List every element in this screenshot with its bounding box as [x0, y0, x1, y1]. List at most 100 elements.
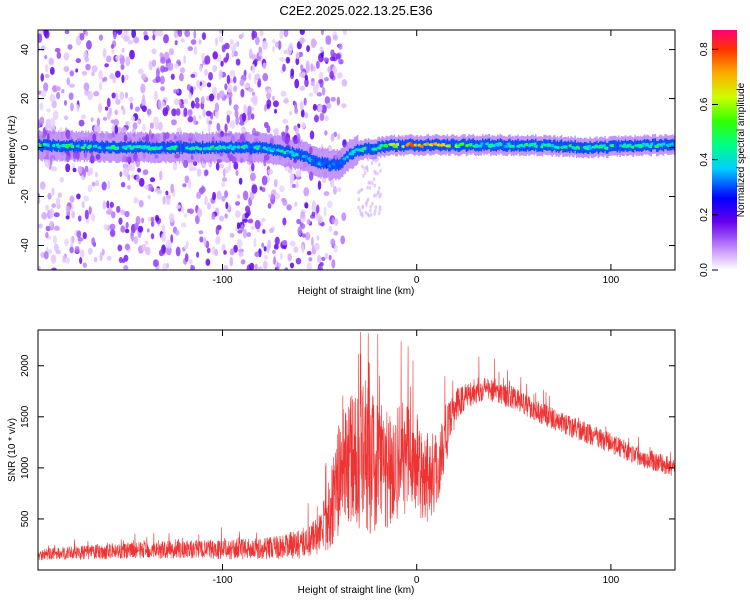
noise-blob — [272, 249, 276, 254]
spectrogram-panel: -100 0 100 -40 -20 0 20 40 Height of straight l… — [7, 29, 676, 297]
noise-blob — [237, 194, 241, 199]
noise-blob — [148, 60, 153, 71]
noise-blob — [295, 181, 299, 189]
noise-blob — [326, 102, 332, 109]
noise-blob — [240, 259, 246, 265]
ridge-band — [603, 142, 605, 153]
noise-blob — [129, 102, 133, 110]
noise-blob — [283, 30, 289, 38]
noise-blob — [324, 252, 329, 259]
noise-blob — [250, 53, 257, 60]
noise-blob — [206, 82, 212, 88]
noise-blob — [288, 42, 294, 52]
ridge-band — [537, 140, 540, 152]
noise-blob — [378, 194, 381, 199]
noise-blob — [199, 64, 203, 72]
noise-blob — [333, 230, 339, 236]
noise-blob — [324, 96, 331, 105]
noise-blob — [144, 184, 150, 190]
noise-blob — [196, 79, 200, 89]
ridge-band — [619, 141, 621, 153]
noise-blob — [243, 104, 248, 114]
ridge-band — [367, 142, 370, 154]
ridge-band — [265, 142, 268, 154]
noise-blob — [198, 39, 202, 45]
noise-blob — [69, 83, 75, 88]
ridge-band — [464, 138, 466, 150]
noise-blob — [61, 89, 65, 94]
noise-blob — [285, 56, 291, 64]
ridge-band — [180, 140, 182, 152]
noise-blob — [118, 217, 123, 225]
noise-blob — [141, 105, 147, 113]
noise-blob — [188, 162, 194, 172]
noise-blob — [172, 161, 178, 171]
snr-plot-area — [38, 330, 675, 570]
noise-blob — [39, 116, 45, 125]
noise-blob — [186, 84, 192, 91]
ridge-band — [453, 139, 455, 151]
noise-blob — [282, 199, 288, 207]
noise-blob — [306, 63, 311, 74]
noise-blob — [106, 209, 112, 215]
ridge-band — [91, 141, 94, 153]
noise-blob — [374, 205, 378, 210]
noise-blob — [200, 96, 205, 105]
noise-blob — [133, 235, 139, 245]
noise-blob — [136, 119, 141, 125]
snr-panel: -100 0 100 500 1000 1500 2000 Height of straig… — [7, 329, 676, 596]
ridge-band — [105, 140, 107, 152]
noise-blob — [170, 183, 174, 194]
noise-blob — [184, 30, 191, 38]
noise-blob — [130, 116, 136, 122]
ridge-band — [163, 141, 166, 153]
ridge-band — [51, 141, 53, 153]
noise-blob — [137, 225, 144, 233]
noise-blob — [131, 173, 135, 179]
noise-blob — [262, 62, 267, 70]
ridge-band — [101, 140, 103, 152]
noise-blob — [273, 128, 279, 135]
noise-blob — [247, 218, 254, 224]
noise-blob — [363, 171, 367, 176]
noise-blob — [269, 228, 274, 234]
chart-title: C2E2.2025.022.13.25.E36 — [279, 3, 432, 18]
ridge-band — [502, 140, 504, 152]
ridge-band — [446, 138, 449, 150]
noise-blob — [219, 35, 224, 43]
noise-blob — [377, 162, 381, 167]
ridge-band — [582, 143, 585, 154]
noise-blob — [361, 164, 364, 169]
noise-blob — [240, 88, 245, 98]
noise-blob — [279, 30, 284, 40]
noise-blob — [115, 70, 121, 78]
noise-blob — [311, 236, 314, 247]
noise-blob — [179, 72, 184, 82]
noise-blob — [116, 205, 121, 213]
snr-frame — [37, 329, 676, 571]
noise-blob — [81, 114, 87, 120]
noise-blob — [141, 217, 145, 224]
ridge-band — [102, 142, 105, 153]
noise-blob — [226, 110, 233, 115]
noise-blob — [66, 77, 70, 86]
noise-blob — [368, 185, 372, 190]
noise-blob — [288, 110, 293, 116]
noise-blob — [359, 188, 362, 193]
noise-blob — [324, 130, 328, 136]
noise-blob — [165, 190, 169, 196]
noise-blob — [137, 168, 141, 173]
noise-blob — [124, 243, 130, 251]
noise-blob — [116, 30, 123, 36]
noise-blob — [104, 63, 109, 68]
ridge-band — [162, 140, 164, 152]
noise-blob — [277, 40, 282, 50]
noise-blob — [43, 251, 49, 260]
noise-blob — [239, 78, 245, 86]
noise-blob — [49, 220, 53, 228]
noise-blob — [272, 45, 275, 53]
noise-blob — [162, 107, 169, 117]
noise-blob — [65, 257, 71, 264]
noise-blob — [87, 247, 93, 255]
noise-blob — [321, 86, 326, 96]
